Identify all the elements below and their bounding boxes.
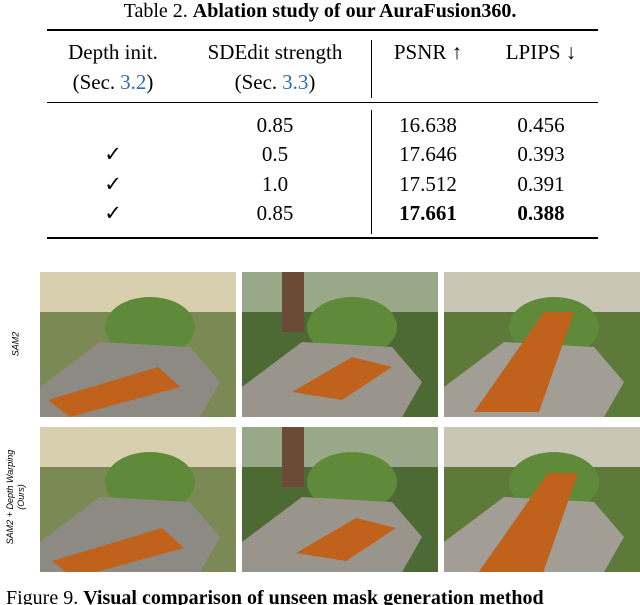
photo-shape bbox=[282, 272, 304, 332]
photo bbox=[242, 272, 438, 417]
table-cell: 17.646 bbox=[399, 142, 457, 166]
row-label-line: SAM2 + Depth Warping bbox=[5, 449, 15, 545]
header-sec: ) bbox=[308, 70, 316, 94]
header-ref-line: (Sec. 3.3) bbox=[235, 70, 316, 95]
row-label-line: (Ours) bbox=[16, 484, 26, 510]
photo-shape bbox=[52, 528, 184, 572]
photo bbox=[242, 427, 438, 572]
header-sec: (Sec. bbox=[72, 70, 116, 94]
table-cell: 0.5 bbox=[261, 142, 289, 166]
photo bbox=[444, 427, 640, 572]
table-cell: 0.85 bbox=[256, 201, 294, 225]
row-label-line: SAM2 bbox=[10, 331, 21, 357]
photo bbox=[40, 427, 236, 572]
figure-caption: Figure 9. Visual comparison of unseen ma… bbox=[6, 587, 640, 605]
caption-label: Figure 9. bbox=[6, 587, 79, 605]
table-cell: ✓ bbox=[104, 142, 122, 166]
table-cell: 1.0 bbox=[261, 172, 289, 196]
row-label: SAM2 + Depth Warping (Ours) bbox=[5, 450, 27, 545]
photo-shape bbox=[105, 297, 195, 357]
table-cell: 0.393 bbox=[517, 142, 565, 166]
photo-shape bbox=[105, 452, 195, 512]
photo bbox=[40, 272, 236, 417]
table-cell: 17.661 bbox=[399, 201, 457, 225]
photo bbox=[444, 272, 640, 417]
row-label: SAM2 bbox=[11, 332, 22, 357]
table-cell: 16.638 bbox=[399, 113, 457, 137]
photo-shape bbox=[282, 427, 304, 487]
header-cell: LPIPS ↓ bbox=[505, 40, 577, 64]
caption-title: Ablation study of our AuraFusion360. bbox=[192, 0, 517, 22]
photo-shape bbox=[478, 473, 578, 572]
table-cell: ✓ bbox=[104, 201, 122, 225]
photo-shape bbox=[307, 452, 397, 512]
header-cell: PSNR ↑ bbox=[393, 40, 463, 64]
col-divider bbox=[371, 110, 372, 234]
header-sec: (Sec. bbox=[234, 70, 278, 94]
header-ref-line: (Sec. 3.2) bbox=[73, 70, 154, 95]
header-cell: SDEdit strength bbox=[207, 40, 343, 64]
photo-shape bbox=[48, 367, 180, 417]
photo-shape bbox=[292, 357, 392, 400]
section-link: 3.2 bbox=[120, 70, 147, 94]
header-sec: ) bbox=[146, 70, 154, 94]
table-caption: Table 2. Ablation study of our AuraFusio… bbox=[0, 0, 640, 23]
top-rule bbox=[47, 29, 598, 31]
table-cell: ✓ bbox=[104, 172, 122, 196]
table-cell: 17.512 bbox=[399, 172, 457, 196]
section-link: 3.3 bbox=[282, 70, 309, 94]
table-cell: 0.388 bbox=[517, 201, 565, 225]
photo-shape bbox=[296, 518, 396, 561]
caption-label: Table 2. bbox=[123, 0, 188, 22]
col-divider bbox=[371, 40, 372, 98]
table-cell: 0.391 bbox=[517, 172, 565, 196]
table-cell: 0.85 bbox=[256, 113, 294, 137]
photo-shape bbox=[474, 312, 574, 412]
caption-title: Visual comparison of unseen mask generat… bbox=[83, 587, 544, 605]
header-cell: Depth init. bbox=[68, 40, 158, 64]
photo-shape bbox=[307, 297, 397, 357]
table-cell: 0.456 bbox=[517, 113, 565, 137]
mid-rule bbox=[47, 102, 598, 103]
bottom-rule bbox=[47, 237, 598, 239]
